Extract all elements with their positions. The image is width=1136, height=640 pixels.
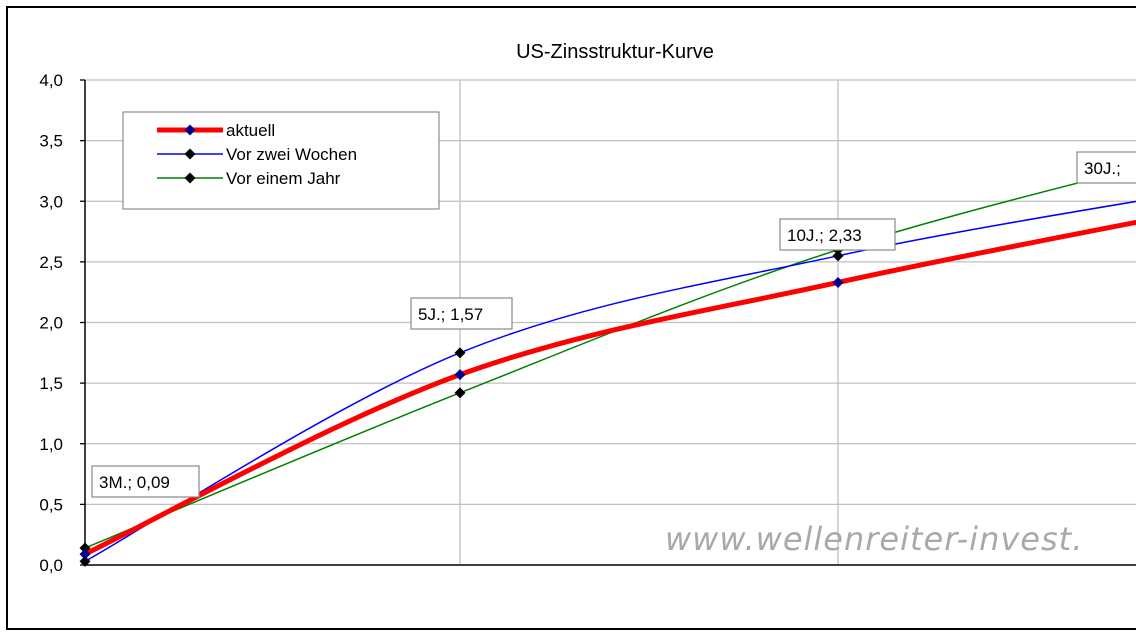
point-marker-aktuell [79, 548, 91, 560]
series-markers [79, 244, 844, 567]
point-marker-vor-einem-jahr [454, 387, 466, 399]
legend-entry-vor-zwei-wochen: Vor zwei Wochen [157, 145, 357, 164]
chart-title: US-Zinsstruktur-Kurve [516, 41, 714, 63]
legend-label: Vor zwei Wochen [226, 145, 357, 164]
y-tick-label: 1,0 [39, 435, 63, 454]
series-line-aktuell [83, 219, 1136, 557]
data-label-text: 10J.; 2,33 [787, 226, 862, 245]
axes [80, 79, 1136, 566]
legend-entry-aktuell: aktuell [157, 121, 275, 140]
series-line-vor-einem-jahr [84, 167, 1136, 549]
point-marker-aktuell [454, 369, 466, 381]
y-tick-label: 2,5 [39, 253, 63, 272]
point-marker-vor-einem-jahr [79, 542, 91, 554]
series-line-vor-zwei-wochen [84, 200, 1136, 563]
watermark: www.wellenreiter-invest. [665, 520, 1083, 558]
data-label-10j: 10J.; 2,33 [779, 218, 896, 251]
legend-label: aktuell [226, 121, 275, 140]
data-label-text: 5J.; 1,57 [418, 305, 483, 324]
legend-marker [184, 172, 196, 184]
y-tick-label: 0,5 [39, 495, 63, 514]
point-marker-vor-zwei-wochen [454, 347, 466, 359]
y-tick-label: 0,0 [39, 556, 63, 575]
chart-frame [6, 6, 1136, 630]
point-marker-aktuell [832, 276, 844, 288]
legend-marker [184, 148, 196, 160]
y-tick-labels: 0,0 0,5 1,0 1,5 2,0 2,5 3,0 3,5 4,0 [39, 71, 63, 575]
data-label-5j: 5J.; 1,57 [410, 297, 513, 330]
data-label-text: 3M.; 0,09 [99, 473, 170, 492]
legend-label: Vor einem Jahr [226, 169, 341, 188]
legend: aktuell Vor zwei Wochen Vor einem Jahr [122, 111, 440, 210]
legend-marker [184, 124, 196, 136]
legend-entry-vor-einem-jahr: Vor einem Jahr [157, 169, 341, 188]
y-tick-label: 2,0 [39, 314, 63, 333]
data-label-3m: 3M.; 0,09 [91, 465, 200, 498]
y-tick-label: 4,0 [39, 71, 63, 90]
y-tick-label: 1,5 [39, 374, 63, 393]
data-label-30j: 30J.; [1076, 151, 1136, 184]
point-marker-vor-zwei-wochen [79, 555, 91, 567]
series-lines [83, 167, 1136, 563]
y-tick-label: 3,0 [39, 192, 63, 211]
data-label-text: 30J.; [1084, 159, 1121, 178]
data-labels: 3M.; 0,09 5J.; 1,57 10J.; 2,33 30J.; [91, 151, 1136, 498]
point-marker-vor-zwei-wochen [832, 250, 844, 262]
y-tick-label: 3,5 [39, 132, 63, 151]
